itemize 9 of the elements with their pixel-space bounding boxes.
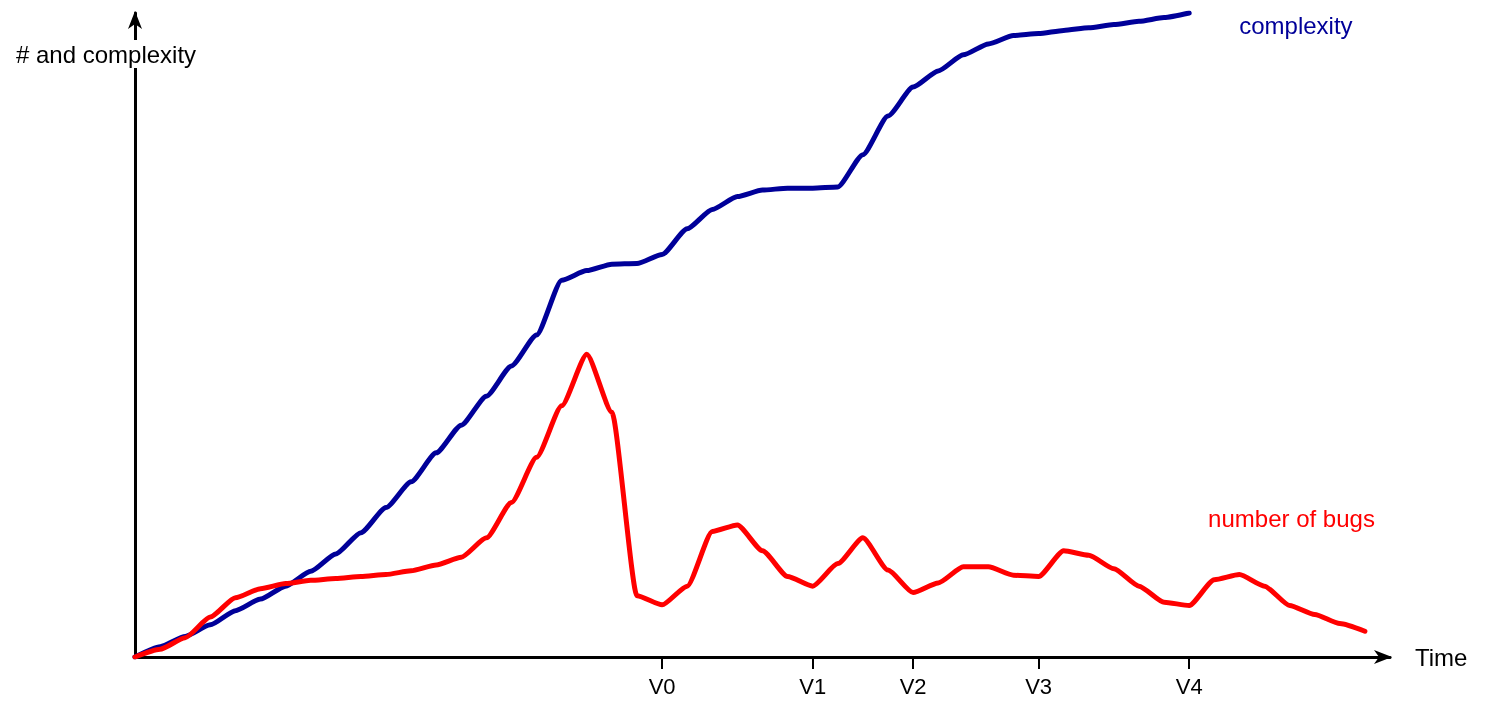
x-tick-label: V1 xyxy=(799,673,827,699)
x-tick-label: V0 xyxy=(648,673,676,699)
x-tick-label: V4 xyxy=(1175,673,1203,699)
y-axis-title: # and complexity xyxy=(16,40,197,68)
x-tick-label: V2 xyxy=(899,673,927,699)
text: number of bugs xyxy=(1208,504,1375,532)
x-tick-label: V3 xyxy=(1025,673,1053,699)
x-axis-title: Time xyxy=(1415,643,1468,671)
text: complexity xyxy=(1239,11,1353,39)
